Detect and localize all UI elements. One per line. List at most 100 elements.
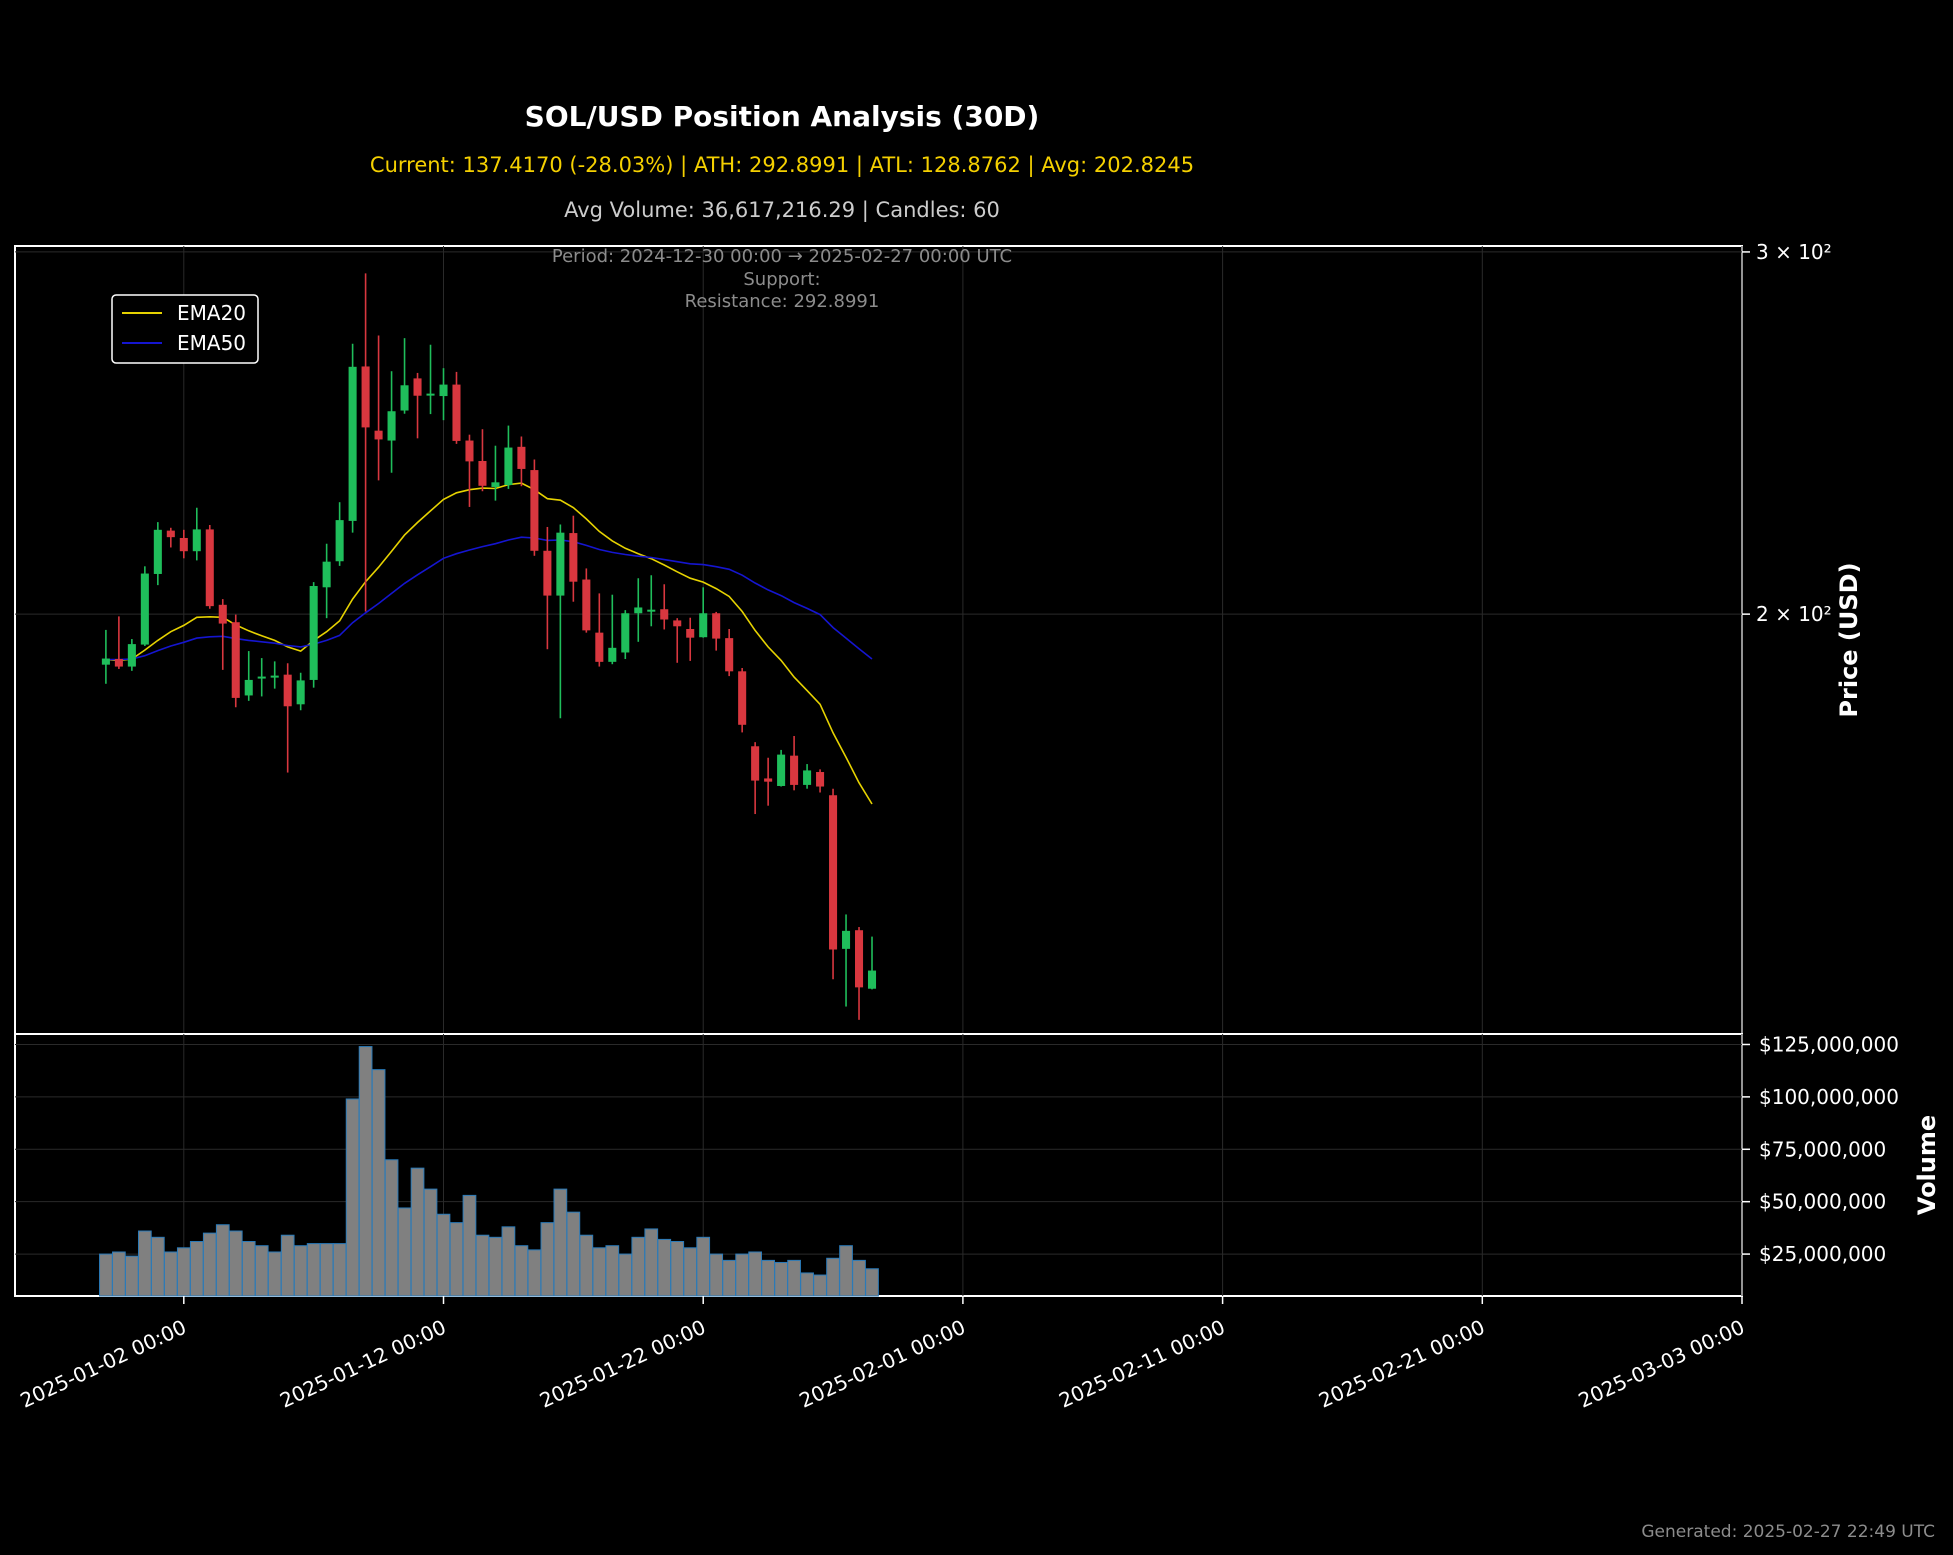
candle-body <box>205 529 214 607</box>
volume-tick-label: $125,000,000 <box>1759 1032 1899 1056</box>
candle-body <box>647 609 656 612</box>
time-tick-label: 2025-02-21 00:00 <box>1315 1315 1488 1413</box>
volume-bar <box>306 1243 321 1297</box>
candle-body <box>309 586 318 680</box>
candle-body <box>738 671 747 725</box>
volume-bar <box>371 1069 386 1297</box>
time-tick-label: 2025-02-11 00:00 <box>1055 1315 1228 1413</box>
price-panel: 3 × 10² 2 × 10² Price (USD) Period: 2024-… <box>14 240 1863 1035</box>
candle-body <box>764 778 773 782</box>
candle-body <box>140 573 149 645</box>
volume-bar <box>475 1234 490 1297</box>
candle-body <box>634 607 643 614</box>
volume-bar <box>722 1259 737 1297</box>
volume-bar <box>592 1247 607 1297</box>
volume-bar <box>267 1251 282 1297</box>
volume-bar <box>865 1268 879 1297</box>
candle-body <box>283 674 292 707</box>
volume-bar <box>228 1230 243 1297</box>
price-axis-label: Price (USD) <box>1835 562 1863 717</box>
candle-body <box>231 622 240 698</box>
candle-body <box>322 561 331 588</box>
price-axis: 3 × 10² 2 × 10² <box>1742 240 1832 626</box>
volume-bar <box>410 1167 425 1297</box>
volume-bar <box>384 1159 399 1297</box>
volume-tick-label: $25,000,000 <box>1759 1242 1886 1266</box>
volume-bar <box>514 1245 529 1297</box>
time-axis: 2025-01-02 00:00 2025-01-12 00:00 2025-01-… <box>16 1296 1748 1413</box>
volume-bar <box>644 1228 659 1297</box>
candle-body <box>842 930 851 949</box>
candle-body <box>218 604 227 624</box>
candle-body <box>257 676 266 679</box>
time-tick-label: 2025-03-03 00:00 <box>1575 1315 1748 1413</box>
candle-body <box>517 446 526 469</box>
volume-tick-label: $50,000,000 <box>1759 1190 1886 1214</box>
volume-bar <box>254 1245 269 1297</box>
volume-bar <box>670 1241 685 1297</box>
candle-body <box>582 579 591 631</box>
volume-bar <box>112 1251 126 1297</box>
time-tick-label: 2025-01-02 00:00 <box>16 1315 189 1413</box>
candle-body <box>101 658 110 665</box>
volume-summary: Avg Volume: 36,617,216.29 | Candles: 60 <box>564 198 1000 223</box>
candle-body <box>751 746 760 781</box>
candle-body <box>530 470 539 551</box>
candle-body <box>413 378 422 396</box>
volume-bar <box>332 1243 347 1297</box>
volume-panel: $25,000,000 $50,000,000 $75,000,000 $100,00… <box>14 1032 1941 1297</box>
ema50-line <box>105 536 873 661</box>
generated-timestamp: Generated: 2025-02-27 22:49 UTC <box>1641 1522 1935 1542</box>
volume-bar <box>176 1247 191 1297</box>
volume-axis-label: Volume <box>1913 1115 1941 1215</box>
candle-body <box>374 430 383 440</box>
volume-tick-label: $100,000,000 <box>1759 1085 1899 1109</box>
volume-bar <box>397 1207 412 1297</box>
candle-body <box>439 384 448 397</box>
volume-bar <box>761 1259 775 1297</box>
candle-body <box>426 393 435 396</box>
volume-tick-label: $75,000,000 <box>1759 1137 1886 1161</box>
volume-bar <box>462 1194 477 1297</box>
volume-bar <box>99 1253 113 1297</box>
candle-body <box>244 679 253 696</box>
volume-bar <box>150 1236 165 1297</box>
volume-bar <box>423 1188 438 1297</box>
candle-body <box>270 675 279 678</box>
volume-bar <box>631 1236 646 1297</box>
volume-bar <box>215 1224 230 1297</box>
price-grid <box>15 246 1743 1034</box>
candle-body <box>803 770 812 785</box>
candle-body <box>296 680 305 705</box>
time-tick-label: 2025-01-22 00:00 <box>536 1315 709 1413</box>
volume-bar <box>527 1249 542 1297</box>
volume-bar <box>709 1253 724 1297</box>
chart-subtitle: Current: 137.4170 (-28.03%) | ATH: 292.8… <box>370 153 1194 178</box>
support-annotation: Support: <box>743 269 820 290</box>
volume-bar <box>436 1213 451 1297</box>
volume-bar <box>280 1234 295 1297</box>
candle-body <box>854 930 864 988</box>
volume-bar <box>813 1274 827 1297</box>
volume-bar <box>696 1236 711 1297</box>
candle-body <box>114 659 123 667</box>
period-annotation: Period: 2024-12-30 00:00 → 2025-02-27 00… <box>552 246 1012 267</box>
volume-bar <box>189 1241 204 1297</box>
volume-bar <box>540 1222 555 1297</box>
candle-body <box>673 620 682 627</box>
candle-body <box>725 638 734 672</box>
candles <box>101 273 877 1020</box>
candle-body <box>166 530 175 538</box>
volume-bar <box>839 1245 853 1297</box>
legend-ema20-label: EMA20 <box>177 301 246 325</box>
candle-body <box>491 482 500 487</box>
volume-bar <box>553 1188 568 1297</box>
candle-body <box>712 613 721 639</box>
candle-body <box>816 772 825 787</box>
volume-bar <box>657 1238 672 1297</box>
candle-body <box>127 644 136 667</box>
candle-body <box>335 520 344 562</box>
candle-body <box>608 647 617 662</box>
volume-bar <box>774 1261 788 1297</box>
